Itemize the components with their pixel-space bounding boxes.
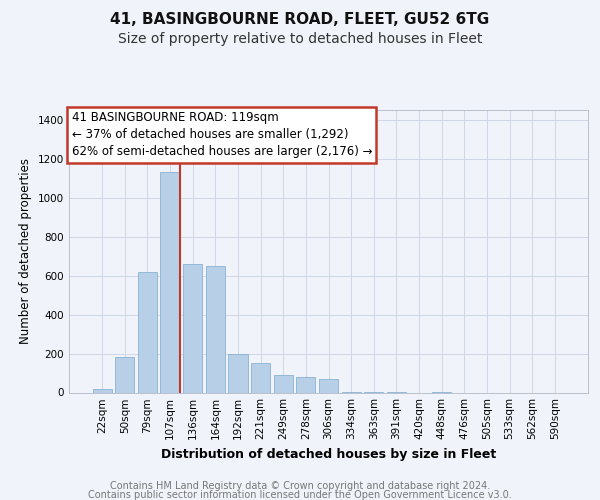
X-axis label: Distribution of detached houses by size in Fleet: Distribution of detached houses by size … [161, 448, 496, 461]
Text: 41 BASINGBOURNE ROAD: 119sqm
← 37% of detached houses are smaller (1,292)
62% of: 41 BASINGBOURNE ROAD: 119sqm ← 37% of de… [71, 112, 372, 158]
Bar [92, 388, 112, 392]
Bar [319, 379, 338, 392]
Bar [296, 377, 316, 392]
Text: Contains public sector information licensed under the Open Government Licence v3: Contains public sector information licen… [88, 490, 512, 500]
Y-axis label: Number of detached properties: Number of detached properties [19, 158, 32, 344]
Text: 41, BASINGBOURNE ROAD, FLEET, GU52 6TG: 41, BASINGBOURNE ROAD, FLEET, GU52 6TG [110, 12, 490, 28]
Bar [229, 354, 248, 393]
Text: Contains HM Land Registry data © Crown copyright and database right 2024.: Contains HM Land Registry data © Crown c… [110, 481, 490, 491]
Bar [115, 358, 134, 392]
Bar [138, 272, 157, 392]
Bar [160, 172, 180, 392]
Bar [183, 264, 202, 392]
Bar [251, 364, 270, 392]
Bar [274, 375, 293, 392]
Bar [206, 266, 225, 392]
Text: Size of property relative to detached houses in Fleet: Size of property relative to detached ho… [118, 32, 482, 46]
